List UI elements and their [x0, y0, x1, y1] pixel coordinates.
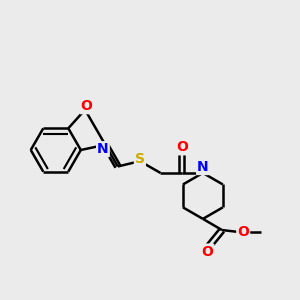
Text: O: O — [237, 225, 249, 239]
Text: N: N — [197, 160, 209, 174]
Text: O: O — [176, 140, 188, 154]
Text: O: O — [81, 99, 92, 113]
Text: N: N — [97, 142, 109, 156]
Text: S: S — [135, 152, 145, 166]
Text: O: O — [201, 244, 213, 259]
